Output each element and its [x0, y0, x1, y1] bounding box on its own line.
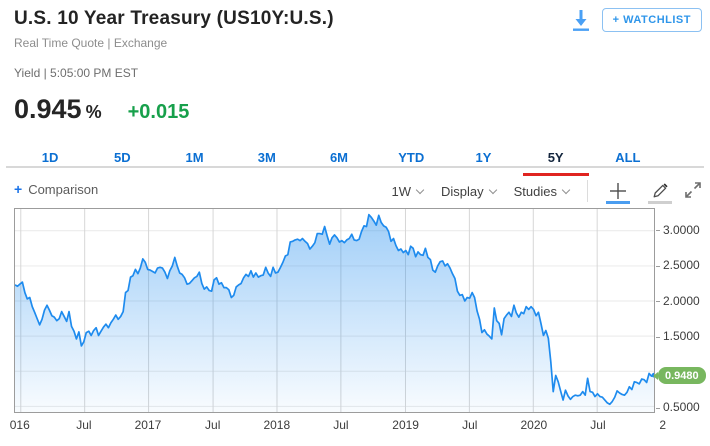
y-tick-label: 1.5000	[656, 329, 700, 343]
range-tab-1d[interactable]: 1D	[17, 146, 83, 176]
quote-meta: Yield | 5:05:00 PM EST	[14, 66, 138, 80]
comparison-label: Comparison	[28, 182, 98, 197]
price-change: +0.015	[128, 101, 190, 124]
range-tab-1m[interactable]: 1M	[161, 146, 227, 176]
chevron-down-icon	[488, 186, 496, 194]
interval-dropdown[interactable]: 1W	[392, 184, 424, 199]
interval-value: 1W	[392, 184, 412, 199]
chart-toolbar: + Comparison 1W Display Studies	[0, 177, 710, 203]
crosshair-icon[interactable]	[606, 179, 630, 203]
y-tick-label: 3.0000	[656, 223, 700, 237]
range-tab-6m[interactable]: 6M	[306, 146, 372, 176]
range-tab-1y[interactable]: 1Y	[450, 146, 516, 176]
chevron-down-icon	[562, 186, 570, 194]
last-price: 0.945	[14, 94, 82, 125]
comparison-button[interactable]: + Comparison	[14, 181, 98, 197]
range-tab-5d[interactable]: 5D	[89, 146, 155, 176]
tool-underline	[648, 201, 672, 204]
chevron-down-icon	[416, 186, 424, 194]
toolbar-divider	[587, 180, 588, 202]
price-row: 0.945 % +0.015	[14, 94, 189, 125]
x-tick-label: 016	[10, 418, 30, 432]
x-tick-label: 2	[659, 418, 666, 432]
x-tick-label: 2020	[520, 418, 547, 432]
studies-label: Studies	[514, 184, 557, 199]
header-actions: + WATCHLIST	[570, 8, 702, 32]
quote-source-label: Real Time Quote | Exchange	[14, 36, 167, 50]
add-watchlist-button[interactable]: + WATCHLIST	[602, 8, 702, 32]
plus-icon: +	[14, 181, 22, 197]
y-tick-label: 0.5000	[656, 400, 700, 414]
last-price-badge: 0.9480	[658, 367, 706, 384]
display-dropdown[interactable]: Display	[441, 184, 496, 199]
range-tab-5y[interactable]: 5Y	[523, 146, 589, 176]
x-tick-label: Jul	[205, 418, 220, 432]
range-tab-ytd[interactable]: YTD	[378, 146, 444, 176]
studies-dropdown[interactable]: Studies	[514, 184, 569, 199]
active-tool-indicator	[606, 201, 630, 204]
page-title: U.S. 10 Year Treasury (US10Y:U.S.)	[14, 8, 334, 30]
x-tick-label: 2017	[135, 418, 162, 432]
range-tab-3m[interactable]: 3M	[234, 146, 300, 176]
x-tick-label: Jul	[462, 418, 477, 432]
y-tick-label: 2.0000	[656, 294, 700, 308]
tab-bar-divider	[6, 166, 704, 168]
draw-pencil-icon[interactable]	[648, 179, 672, 203]
expand-icon[interactable]	[682, 179, 704, 201]
chart-controls: 1W Display Studies	[392, 179, 673, 203]
quote-page: U.S. 10 Year Treasury (US10Y:U.S.) Real …	[0, 0, 710, 446]
range-tab-bar: 1D5D1M3M6MYTD1Y5YALL	[14, 146, 664, 176]
x-tick-label: Jul	[333, 418, 348, 432]
x-tick-label: Jul	[590, 418, 605, 432]
x-tick-label: 2019	[392, 418, 419, 432]
download-icon[interactable]	[570, 8, 592, 32]
range-tab-all[interactable]: ALL	[595, 146, 661, 176]
price-unit: %	[86, 102, 102, 123]
x-tick-label: Jul	[76, 418, 91, 432]
display-label: Display	[441, 184, 484, 199]
y-tick-label: 2.5000	[656, 258, 700, 272]
price-chart[interactable]	[14, 208, 655, 413]
x-tick-label: 2018	[263, 418, 290, 432]
